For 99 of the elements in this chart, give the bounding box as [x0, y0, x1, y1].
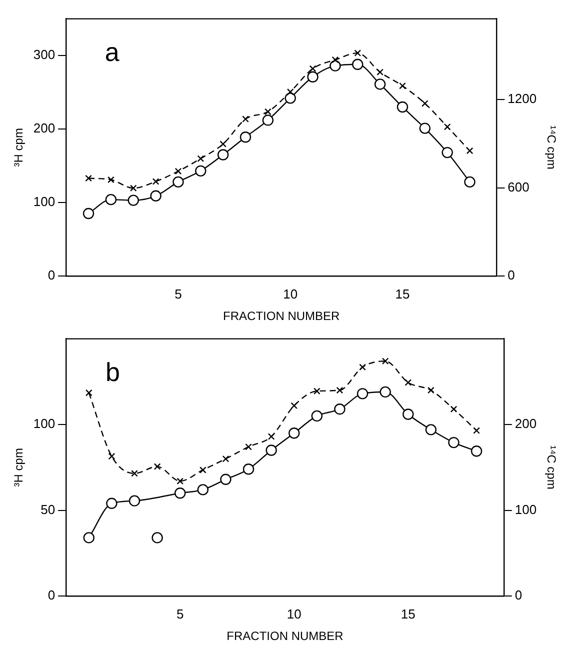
point [374, 78, 386, 90]
y-tick-label: 100 [33, 194, 56, 210]
point [245, 443, 252, 450]
point [220, 474, 232, 486]
x-tick-label: 5 [176, 606, 184, 622]
point [336, 386, 344, 394]
point [176, 478, 184, 485]
y2-axis-title: ¹⁴C cpm [544, 445, 558, 490]
point [266, 444, 277, 456]
point [174, 488, 186, 499]
point [197, 155, 204, 162]
point [404, 379, 412, 386]
point [85, 174, 92, 182]
y2-axis-title: ¹⁴C cpm [544, 125, 558, 170]
y-tick-label: 100 [33, 416, 56, 432]
point [83, 532, 94, 544]
point [334, 404, 346, 415]
point [154, 463, 161, 470]
x-axis-title: FRACTION NUMBER [226, 629, 344, 644]
point [130, 184, 137, 192]
x-tick-label: 15 [400, 606, 416, 622]
point [174, 168, 182, 175]
x-tick-label: 10 [286, 606, 302, 622]
point [106, 498, 118, 510]
y2-tick-label: 200 [514, 416, 537, 432]
point [330, 60, 341, 72]
point [307, 71, 318, 82]
point [419, 122, 431, 134]
point [354, 50, 362, 56]
point [262, 114, 274, 126]
y2-tick-label: 600 [508, 179, 530, 194]
point [444, 123, 451, 130]
point [290, 402, 298, 410]
point [264, 108, 272, 116]
y-tick-label: 0 [48, 588, 56, 603]
x-tick-label: 10 [283, 286, 298, 302]
y-tick-label: 50 [40, 502, 56, 517]
y2-tick-label: 0 [508, 268, 515, 283]
point [442, 146, 453, 158]
point [85, 389, 92, 396]
x-tick-label: 5 [174, 286, 182, 302]
point [382, 358, 389, 365]
point [309, 65, 316, 72]
point [470, 446, 482, 457]
point [199, 466, 206, 474]
point [82, 208, 94, 220]
point [108, 452, 116, 460]
y-tick-label: 300 [33, 47, 56, 62]
point [402, 408, 414, 420]
point [105, 194, 117, 206]
point [197, 484, 209, 496]
x-axis-title: FRACTION NUMBER [223, 309, 340, 324]
point [464, 176, 476, 188]
x-tick-label: 15 [395, 286, 410, 302]
y2-tick-label: 0 [514, 588, 522, 603]
point [152, 178, 160, 185]
point [172, 176, 184, 188]
point [450, 406, 458, 413]
y-tick-label: 0 [48, 268, 56, 283]
point [222, 455, 230, 462]
y-axis-title: ³H cpm [12, 448, 26, 487]
point [352, 58, 364, 70]
point [466, 147, 474, 154]
y2-tick-label: 1200 [508, 91, 537, 106]
point [399, 82, 406, 90]
point [242, 116, 249, 122]
point [128, 495, 140, 506]
point [288, 428, 300, 439]
point [311, 410, 323, 422]
point [421, 100, 428, 107]
point [242, 464, 254, 475]
point [313, 388, 320, 395]
point [359, 364, 366, 371]
text: b [105, 356, 120, 387]
point [128, 194, 139, 206]
point [286, 88, 294, 96]
point [425, 424, 437, 436]
point [131, 470, 138, 477]
point [195, 165, 206, 177]
point [217, 149, 229, 160]
point [473, 427, 480, 434]
text: a [104, 36, 120, 67]
point [396, 101, 408, 113]
point [284, 92, 296, 104]
point [332, 56, 339, 64]
point [448, 436, 460, 448]
point [240, 132, 252, 143]
point [376, 68, 384, 76]
point [428, 386, 434, 394]
point [108, 176, 114, 184]
point [380, 386, 391, 398]
point [220, 140, 227, 148]
y-tick-label: 200 [33, 120, 56, 136]
point [152, 532, 163, 544]
point [356, 388, 368, 400]
point [150, 190, 162, 202]
point [268, 433, 275, 440]
y-axis-title: ³H cpm [12, 128, 26, 167]
y2-tick-label: 100 [514, 502, 537, 517]
